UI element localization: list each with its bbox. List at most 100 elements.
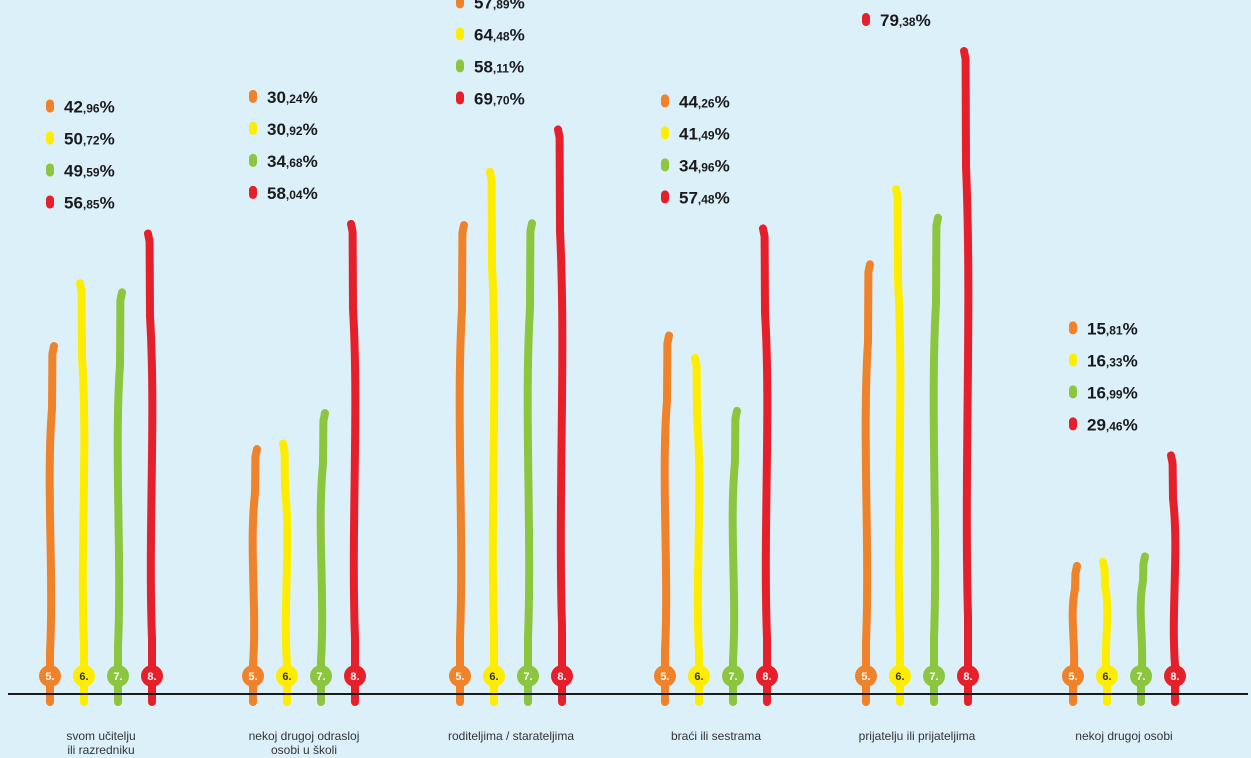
value-label-3-6: 64,48% [474, 25, 525, 44]
grade-label-6-8: 8. [1170, 671, 1179, 683]
grade-label-5-8: 8. [963, 671, 972, 683]
grade-label-1-5: 5. [45, 671, 54, 683]
category-label-4-line-1: braći ili sestrama [671, 729, 761, 743]
bar-group-1-grade-7 [113, 288, 126, 706]
grade-label-3-5: 5. [455, 671, 464, 683]
grade-badge-2-7 [310, 665, 332, 687]
grade-badge-5-6 [889, 665, 911, 687]
grade-label-5-7: 7. [929, 671, 938, 683]
grade-label-4-8: 8. [762, 671, 771, 683]
legend-marker-6-8 [1069, 417, 1077, 431]
bar-group-5-grade-8 [960, 47, 973, 706]
grade-badges-layer: 5. 6. 7. 8. 5. 6. 7. 8. 5. 6. 7. 8. 5. 6. 7. 8. 5. 6. 7. 8.… [39, 665, 1186, 687]
value-label-4-8: 57,48% [679, 188, 730, 207]
legend-marker-4-5 [661, 94, 669, 108]
bar-group-4-grade-5 [660, 331, 673, 706]
bar-group-5-grade-6 [892, 185, 905, 706]
legend-marker-1-5 [46, 99, 54, 113]
value-label-4-6: 41,49% [679, 124, 730, 143]
legend-marker-5-8 [862, 13, 870, 27]
value-label-4-5: 44,26% [679, 92, 730, 111]
category-label-6-line-1: nekoj drugoj osobi [1075, 729, 1172, 743]
value-label-6-7: 16,99% [1087, 383, 1138, 402]
bar-group-5-grade-7 [929, 213, 942, 706]
grade-badge-2-8 [344, 665, 366, 687]
bar-group-2-grade-6 [279, 439, 292, 706]
grade-label-1-7: 7. [113, 671, 122, 683]
grade-badge-6-7 [1130, 665, 1152, 687]
category-label-2-line-2: osobi u školi [271, 743, 337, 757]
bar-group-4-grade-7 [728, 406, 741, 706]
grade-label-2-8: 8. [350, 671, 359, 683]
bar-group-4-grade-8 [759, 224, 772, 706]
bar-group-2-grade-8 [347, 219, 360, 706]
bar-group-5-grade-5 [861, 260, 874, 706]
legend-marker-1-7 [46, 163, 54, 177]
grade-badge-3-5 [449, 665, 471, 687]
grade-label-1-6: 6. [79, 671, 88, 683]
value-label-1-8: 56,85% [64, 194, 115, 213]
legend-marker-2-5 [249, 89, 257, 103]
grade-badge-5-8 [957, 665, 979, 687]
legend-marker-2-8 [249, 185, 257, 199]
value-label-1-6: 50,72% [64, 130, 115, 149]
value-label-3-5: 57,89% [474, 0, 525, 12]
legend-marker-3-8 [456, 91, 464, 105]
value-label-5-8: 79,38% [880, 11, 931, 30]
bar-group-2-grade-7 [316, 409, 329, 706]
bar-group-3-grade-7 [523, 219, 536, 706]
bars-layer [45, 47, 1180, 706]
grade-label-6-5: 5. [1068, 671, 1077, 683]
legend-marker-4-8 [661, 190, 669, 204]
grade-badge-4-8 [756, 665, 778, 687]
value-label-6-5: 15,81% [1087, 319, 1138, 338]
value-label-2-8: 58,04% [267, 184, 318, 203]
grade-badge-5-7 [923, 665, 945, 687]
legend-marker-1-8 [46, 195, 54, 209]
legend-marker-2-6 [249, 121, 257, 135]
grade-label-3-6: 6. [489, 671, 498, 683]
grade-label-2-6: 6. [282, 671, 291, 683]
legend-marker-1-6 [46, 131, 54, 145]
grade-badge-2-6 [276, 665, 298, 687]
grade-label-4-6: 6. [694, 671, 703, 683]
value-label-2-7: 34,68% [267, 152, 318, 171]
grade-label-6-6: 6. [1102, 671, 1111, 683]
value-label-3-8: 69,70% [474, 89, 525, 108]
category-label-1-line-2: ili razredniku [67, 743, 134, 757]
grade-badge-6-6 [1096, 665, 1118, 687]
legend-marker-3-5 [456, 0, 464, 9]
grade-label-5-5: 5. [861, 671, 870, 683]
legend-marker-2-7 [249, 153, 257, 167]
value-label-6-6: 16,33% [1087, 351, 1138, 370]
grade-badge-6-5 [1062, 665, 1084, 687]
bar-group-3-grade-6 [486, 167, 499, 706]
bar-group-1-grade-8 [144, 229, 157, 706]
category-label-1-line-1: svom učitelju [66, 729, 135, 743]
legend-marker-3-6 [456, 27, 464, 41]
bar-group-1-grade-6 [76, 279, 89, 706]
value-label-6-8: 29,46% [1087, 415, 1138, 434]
bar-group-4-grade-6 [691, 353, 704, 706]
legend-marker-6-5 [1069, 321, 1077, 335]
grade-badge-1-5 [39, 665, 61, 687]
grade-badge-4-5 [654, 665, 676, 687]
bar-group-3-grade-5 [455, 221, 468, 706]
grade-label-1-8: 8. [147, 671, 156, 683]
grade-badge-2-5 [242, 665, 264, 687]
legend-marker-6-6 [1069, 353, 1077, 367]
value-label-1-5: 42,96% [64, 98, 115, 117]
bar-group-2-grade-5 [248, 445, 261, 706]
value-label-2-6: 30,92% [267, 120, 318, 139]
grade-label-5-6: 6. [895, 671, 904, 683]
grade-badge-5-5 [855, 665, 877, 687]
grade-badge-1-8 [141, 665, 163, 687]
category-label-2-line-1: nekoj drugoj odrasloj [249, 729, 360, 743]
category-label-3-line-1: roditeljima / starateljima [448, 729, 574, 743]
grade-badge-6-8 [1164, 665, 1186, 687]
grade-badge-3-7 [517, 665, 539, 687]
grade-label-3-8: 8. [557, 671, 566, 683]
legend-marker-4-7 [661, 158, 669, 172]
